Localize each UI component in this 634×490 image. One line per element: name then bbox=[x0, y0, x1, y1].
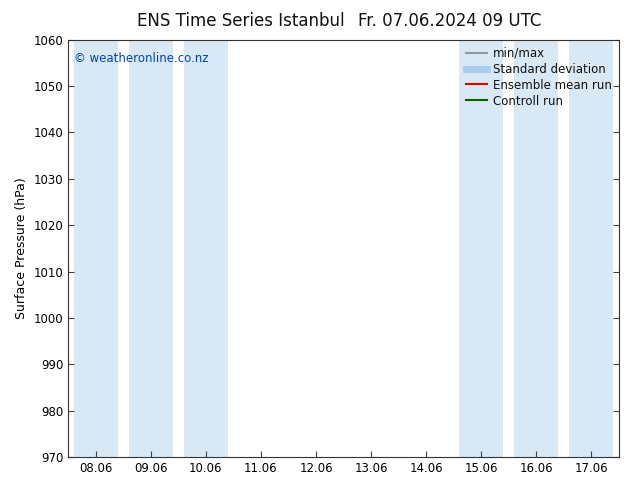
Y-axis label: Surface Pressure (hPa): Surface Pressure (hPa) bbox=[15, 177, 28, 319]
Text: ENS Time Series Istanbul: ENS Time Series Istanbul bbox=[137, 12, 345, 30]
Bar bbox=[514, 40, 559, 457]
Bar bbox=[74, 40, 118, 457]
Bar bbox=[569, 40, 614, 457]
Bar bbox=[129, 40, 173, 457]
Legend: min/max, Standard deviation, Ensemble mean run, Controll run: min/max, Standard deviation, Ensemble me… bbox=[461, 42, 617, 112]
Text: © weatheronline.co.nz: © weatheronline.co.nz bbox=[74, 52, 208, 65]
Bar bbox=[184, 40, 228, 457]
Bar bbox=[459, 40, 503, 457]
Text: Fr. 07.06.2024 09 UTC: Fr. 07.06.2024 09 UTC bbox=[358, 12, 542, 30]
